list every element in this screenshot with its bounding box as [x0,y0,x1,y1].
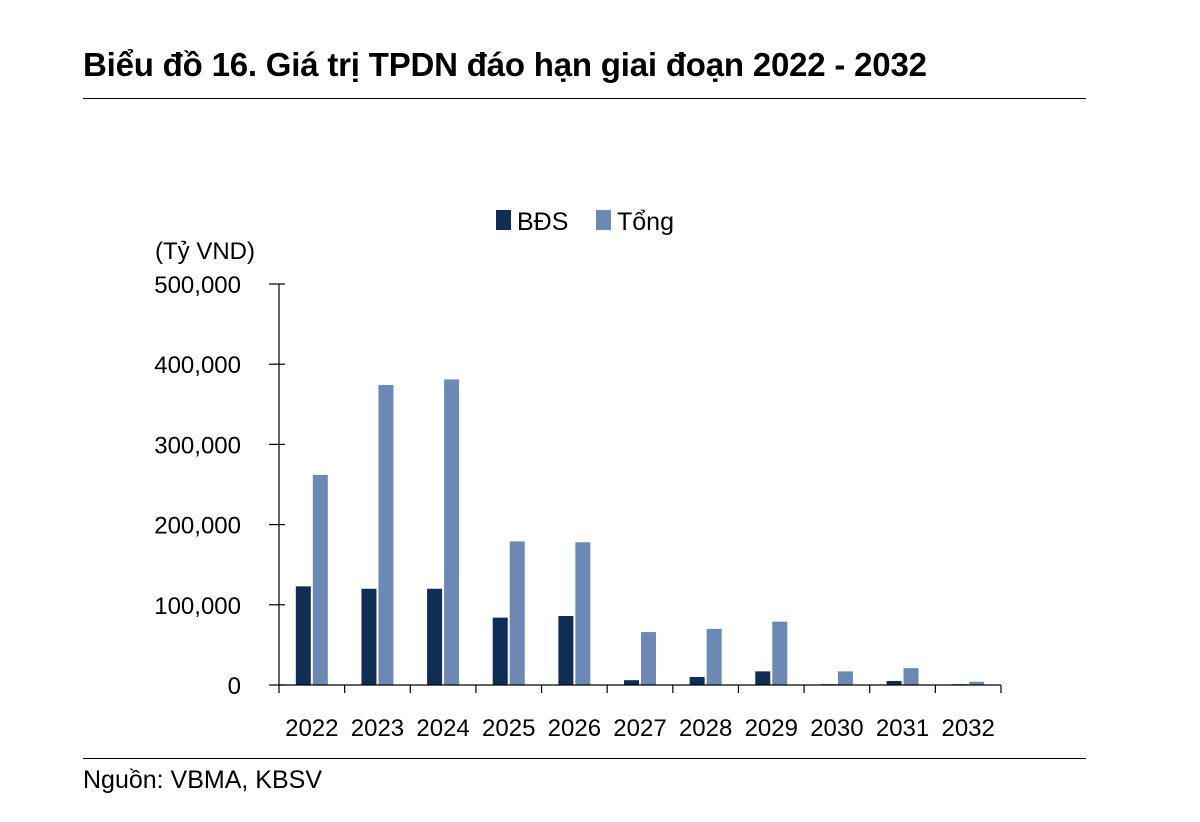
x-tick-label-2029: 2029 [745,715,798,742]
y-tick-label: 300,000 [154,432,241,459]
y-tick-label: 200,000 [154,513,241,540]
y-tick-label: 0 [228,673,241,700]
bar-bds-2023 [361,588,377,685]
bar-bds-2027 [624,680,639,685]
y-axis-unit-label: (Tỷ VND) [155,238,255,265]
legend-label-bds: BĐS [517,208,568,236]
bar-tong-2027 [641,632,656,685]
legend-label-tong: Tổng [617,208,674,236]
bar-tong-2024 [444,379,460,685]
y-tick-label: 500,000 [154,272,241,299]
legend-swatch-bds [496,210,511,230]
bar-tong-2023 [378,385,394,685]
x-tick-label-2027: 2027 [613,715,666,742]
bar-tong-2028 [706,628,722,685]
x-tick-label-2022: 2022 [285,715,338,742]
source-divider [83,758,1086,759]
x-tick-label-2023: 2023 [351,715,404,742]
x-tick-label-2028: 2028 [679,715,732,742]
y-tick-label: 100,000 [154,593,241,620]
x-tick-label-2030: 2030 [810,715,863,742]
x-tick-label-2024: 2024 [416,715,469,742]
source-note: Nguồn: VBMA, KBSV [83,766,323,794]
axes-group: 0 100,000 200,000 300,000 400,000 500,000 2022… [154,272,1002,742]
bar-tong-2022 [312,474,328,685]
bar-tong-2032 [969,681,985,685]
bar-tong-2031 [903,668,919,685]
bar-bds-2024 [427,588,443,685]
legend-swatch-tong [596,210,611,230]
bar-bds-2028 [689,676,705,685]
chart-legend: BĐS Tổng [496,208,674,236]
x-tick-label-2025: 2025 [482,715,535,742]
bar-bds-2022 [295,586,311,685]
bar-tong-2029 [772,621,788,685]
bars-group [295,379,985,685]
bar-tong-2026 [575,542,591,685]
title-divider [83,98,1086,99]
bar-chart: BĐS Tổng (Tỷ VND) 0 100,000 200,000 300,000… [154,208,1002,742]
bar-bds-2026 [558,616,574,685]
bar-bds-2025 [492,617,508,685]
bar-bds-2029 [755,671,771,685]
bar-tong-2030 [837,671,853,685]
bar-bds-2031 [886,680,902,685]
x-tick-label-2032: 2032 [941,715,994,742]
x-tick-label-2026: 2026 [548,715,601,742]
y-tick-label: 400,000 [154,352,241,379]
chart-title: Biểu đồ 16. Giá trị TPDN đáo hạn giai đo… [83,46,927,83]
x-tick-label-2031: 2031 [876,715,929,742]
bar-tong-2025 [509,541,525,685]
